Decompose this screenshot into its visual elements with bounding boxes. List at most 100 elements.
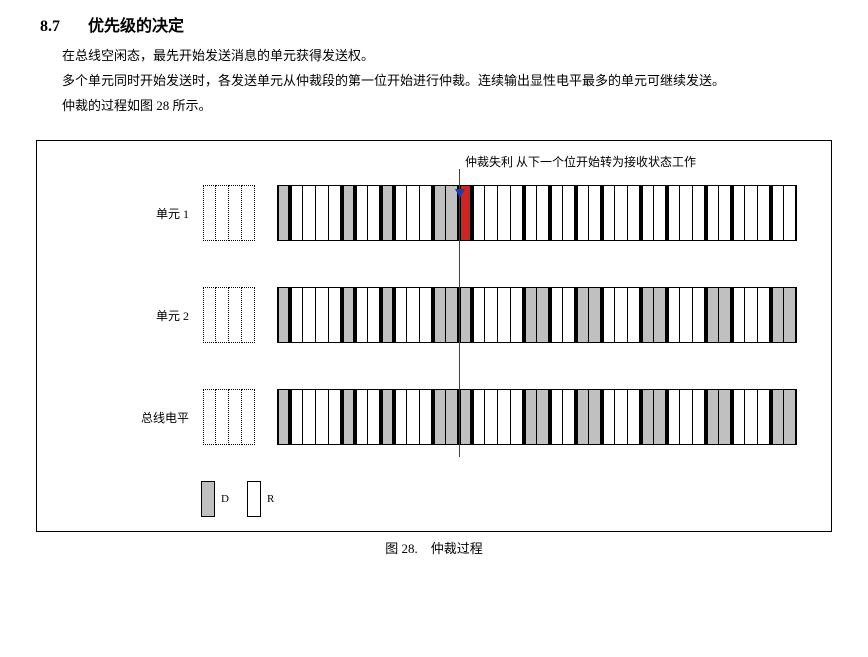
- bit-cell: [745, 287, 758, 343]
- legend: D R: [201, 481, 813, 517]
- history-bit: [242, 389, 255, 445]
- bit-cell: [680, 185, 693, 241]
- bit-cell: [368, 389, 381, 445]
- history-bit: [203, 185, 216, 241]
- annotation-row: 仲裁失利 从下一个位开始转为接收状态工作: [55, 155, 813, 173]
- bit-cell: [290, 389, 303, 445]
- caption-number: 图 28.: [385, 541, 418, 556]
- bit-cell: [355, 287, 368, 343]
- bit-cell: [615, 287, 628, 343]
- bit-cell: [303, 287, 316, 343]
- bit-cell: [381, 389, 394, 445]
- bit-rows-area: 单元 1 单元 2 总线电平: [55, 185, 813, 457]
- legend-swatch-d: [201, 481, 215, 517]
- history-bit: [229, 287, 242, 343]
- history-bit: [242, 287, 255, 343]
- bit-cell: [420, 389, 433, 445]
- bit-row: 总线电平: [55, 389, 813, 445]
- legend-swatch-r: [247, 481, 261, 517]
- bit-cell: [576, 287, 589, 343]
- bit-cell: [511, 287, 524, 343]
- bit-strip: [203, 287, 797, 343]
- bit-cell: [732, 185, 745, 241]
- bit-cell: [433, 287, 446, 343]
- bit-cell: [459, 287, 472, 343]
- caption-text: 仲裁过程: [431, 541, 483, 556]
- history-bit: [229, 185, 242, 241]
- bit-cell: [407, 185, 420, 241]
- figure-caption: 图 28. 仲裁过程: [36, 538, 832, 557]
- bit-cell: [784, 287, 797, 343]
- bit-cell: [394, 389, 407, 445]
- bit-cell: [524, 185, 537, 241]
- bit-cell: [277, 389, 290, 445]
- bit-cell: [498, 185, 511, 241]
- bit-cell: [589, 185, 602, 241]
- bit-cell: [628, 185, 641, 241]
- paragraph-2: 多个单元同时开始发送时，各发送单元从仲裁段的第一位开始进行仲裁。连续输出显性电平…: [36, 71, 832, 92]
- bit-cell: [342, 185, 355, 241]
- bit-cell: [394, 185, 407, 241]
- bit-cell: [693, 287, 706, 343]
- bit-cell: [667, 185, 680, 241]
- bit-cell: [667, 389, 680, 445]
- gap: [255, 185, 277, 241]
- bit-cell: [771, 389, 784, 445]
- bit-cell: [758, 185, 771, 241]
- bit-cell: [459, 389, 472, 445]
- bit-cell: [719, 287, 732, 343]
- bit-cell: [316, 185, 329, 241]
- bit-cell: [589, 287, 602, 343]
- history-bit: [216, 287, 229, 343]
- figure-frame: 仲裁失利 从下一个位开始转为接收状态工作 单元 1 单元 2 总线电平 D R: [36, 140, 832, 532]
- bit-cell: [420, 185, 433, 241]
- bit-cell: [277, 185, 290, 241]
- section-heading: 8.7 优先级的决定: [40, 12, 832, 36]
- history-bit: [216, 389, 229, 445]
- legend-r: R: [247, 481, 274, 517]
- bit-cell: [758, 389, 771, 445]
- bit-cell: [342, 287, 355, 343]
- section-number: 8.7: [40, 18, 60, 36]
- bit-cell: [524, 287, 537, 343]
- legend-d: D: [201, 481, 229, 517]
- bit-cell: [693, 389, 706, 445]
- bit-cell: [368, 287, 381, 343]
- bit-cell: [433, 389, 446, 445]
- bit-cell: [628, 389, 641, 445]
- bit-cell: [719, 185, 732, 241]
- bit-cell: [758, 287, 771, 343]
- bit-cell: [784, 389, 797, 445]
- bit-cell: [290, 287, 303, 343]
- annotation-text: 仲裁失利 从下一个位开始转为接收状态工作: [465, 153, 696, 170]
- bit-cell: [329, 287, 342, 343]
- bit-cell: [771, 185, 784, 241]
- bit-cell: [485, 389, 498, 445]
- bit-cell: [706, 287, 719, 343]
- bit-cell: [355, 389, 368, 445]
- legend-r-label: R: [267, 493, 274, 505]
- bit-cell: [680, 287, 693, 343]
- bit-cell: [563, 389, 576, 445]
- bit-cell: [394, 287, 407, 343]
- bit-cell: [576, 389, 589, 445]
- bit-cell: [420, 287, 433, 343]
- bit-cell: [290, 185, 303, 241]
- bit-cell: [537, 287, 550, 343]
- bit-cell: [381, 185, 394, 241]
- bit-cell: [537, 185, 550, 241]
- section-title: 优先级的决定: [88, 18, 184, 35]
- bit-cell: [641, 389, 654, 445]
- bit-cell: [407, 389, 420, 445]
- bit-cell: [680, 389, 693, 445]
- bit-row: 单元 1: [55, 185, 813, 241]
- bit-cell: [615, 389, 628, 445]
- row-label: 单元 2: [55, 307, 203, 324]
- bit-cell: [485, 287, 498, 343]
- bit-cell: [355, 185, 368, 241]
- bit-cell: [537, 389, 550, 445]
- bit-cell: [745, 185, 758, 241]
- gap: [255, 287, 277, 343]
- bit-cell: [667, 287, 680, 343]
- bit-cell: [784, 185, 797, 241]
